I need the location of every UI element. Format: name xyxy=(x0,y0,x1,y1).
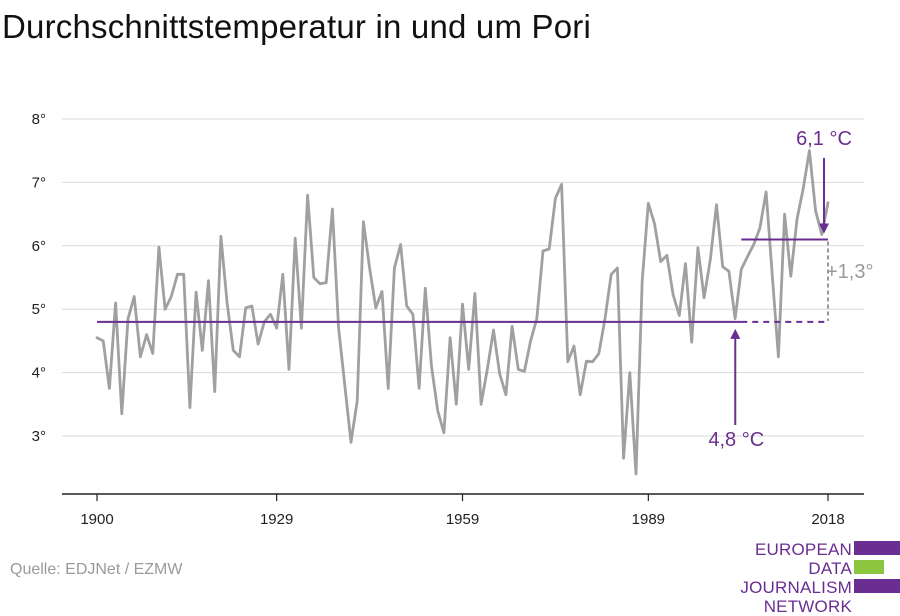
x-axis: 1900 1929 1959 1989 2018 xyxy=(62,494,864,528)
y-tick-label: 5° xyxy=(32,301,46,318)
y-tick-label: 6° xyxy=(32,238,46,255)
gridlines xyxy=(62,119,864,436)
x-tick-label: 1959 xyxy=(446,511,479,528)
y-tick-label: 7° xyxy=(32,174,46,191)
old-average-label: 4,8 °C xyxy=(708,429,764,451)
source-label: Quelle: EDJNet / EZMW xyxy=(10,561,182,579)
temperature-series-line xyxy=(97,151,828,474)
y-tick-label: 3° xyxy=(32,428,46,445)
y-axis: 3° 4° 5° 6° 7° 8° xyxy=(32,111,46,445)
logo-text: EUROPEAN DATA JOURNALISM NETWORK xyxy=(700,540,852,616)
logo-line-2: DATA JOURNALISM xyxy=(700,559,852,597)
x-tick-label: 1929 xyxy=(260,511,293,528)
x-tick-label: 2018 xyxy=(811,511,844,528)
logo-bar-green xyxy=(854,560,884,574)
temperature-chart: 3° 4° 5° 6° 7° 8° 1900 1929 1959 1989 2018 4,8 °C… xyxy=(0,0,900,600)
logo-bar-purple-bottom xyxy=(854,579,900,593)
new-average-label: 6,1 °C xyxy=(796,128,852,150)
logo-bar-purple-top xyxy=(854,541,900,555)
edjnet-logo[interactable]: EUROPEAN DATA JOURNALISM NETWORK xyxy=(700,540,900,594)
annotations: 4,8 °C 6,1 °C +1,3° xyxy=(97,128,873,451)
y-tick-label: 4° xyxy=(32,365,46,382)
x-tick-label: 1900 xyxy=(80,511,113,528)
x-tick-label: 1989 xyxy=(632,511,665,528)
logo-line-1: EUROPEAN xyxy=(700,540,852,559)
series-group xyxy=(97,151,828,474)
y-tick-label: 8° xyxy=(32,111,46,128)
difference-label: +1,3° xyxy=(826,261,873,283)
